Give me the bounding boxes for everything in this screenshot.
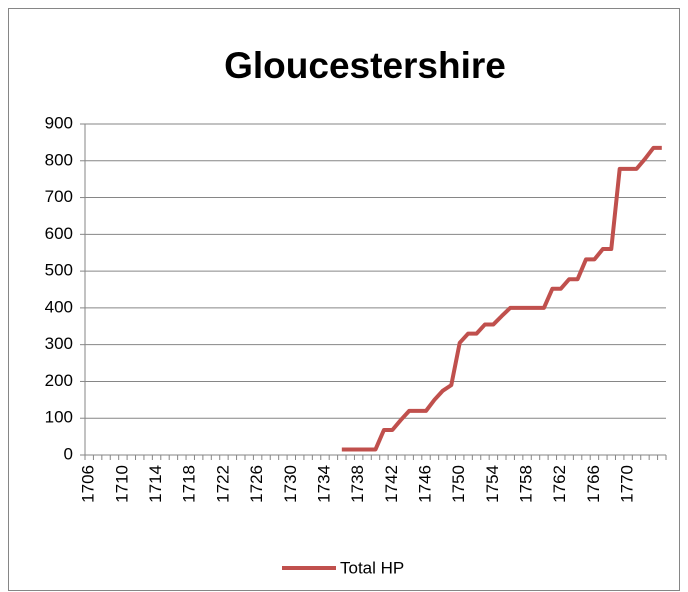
y-tick-label: 300 <box>45 334 73 353</box>
x-tick-label: 1714 <box>146 465 165 503</box>
x-tick-label: 1730 <box>281 465 300 503</box>
x-tick-label: 1742 <box>382 465 401 503</box>
y-tick-label: 400 <box>45 297 73 316</box>
x-tick-label: 1766 <box>584 465 603 503</box>
y-tick-label: 600 <box>45 224 73 243</box>
x-tick-label: 1738 <box>348 465 367 503</box>
x-tick-label: 1758 <box>517 465 536 503</box>
x-tick-label: 1746 <box>416 465 435 503</box>
y-tick-label: 700 <box>45 187 73 206</box>
y-tick-label: 800 <box>45 150 73 169</box>
x-tick-label: 1722 <box>213 465 232 503</box>
series-line <box>341 145 662 452</box>
x-tick-label: 1770 <box>618 465 637 503</box>
x-tick-label: 1754 <box>483 465 502 503</box>
y-tick-label: 200 <box>45 371 73 390</box>
x-tick-label: 1718 <box>180 465 199 503</box>
x-tick-label: 1734 <box>314 465 333 503</box>
x-tick-label: 1762 <box>550 465 569 503</box>
y-tick-label: 100 <box>45 408 73 427</box>
x-tick-label: 1710 <box>112 465 131 503</box>
chart-title: Gloucestershire <box>224 45 506 86</box>
y-tick-label: 900 <box>45 113 73 132</box>
x-tick-label: 1706 <box>79 465 98 503</box>
y-tick-label: 0 <box>64 444 73 463</box>
x-tick-label: 1726 <box>247 465 266 503</box>
y-tick-label: 500 <box>45 261 73 280</box>
chart-frame <box>8 8 680 591</box>
x-tick-label: 1750 <box>449 465 468 503</box>
legend-label: Total HP <box>340 558 404 577</box>
